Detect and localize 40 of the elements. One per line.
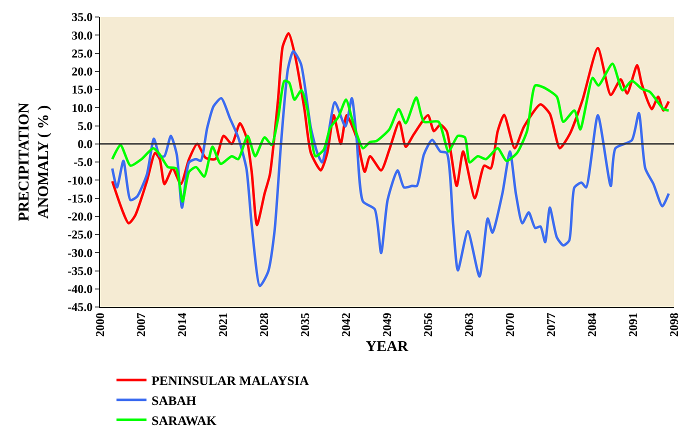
y-tick-label: -25.0: [68, 228, 93, 242]
y-tick-label: 15.0: [72, 82, 93, 97]
x-tick-label: 2098: [666, 312, 681, 337]
x-tick-label: 2014: [174, 312, 189, 337]
y-tick-label: 0.0: [78, 137, 93, 152]
y-tick-label: 10.0: [72, 100, 93, 115]
x-tick-label: 2021: [216, 312, 230, 337]
y-tick-label: 30.0: [72, 28, 93, 42]
legend-label: SARAWAK: [151, 412, 218, 428]
y-axis-title: PRECIPITATION ANOMALY ( % ): [16, 102, 52, 222]
x-tick-label: 2070: [502, 312, 517, 337]
x-tick-label: 2028: [256, 312, 271, 337]
x-tick-label: 2042: [338, 312, 353, 337]
legend-label: SABAH: [151, 392, 196, 408]
y-tick-label: 20.0: [72, 64, 93, 79]
y-tick-label: -35.0: [68, 264, 93, 278]
x-tick-label: 2063: [462, 312, 476, 337]
line-series: [111, 50, 670, 288]
x-tick-label: 2056: [420, 312, 435, 337]
x-tick-label: 2091: [626, 312, 640, 337]
y-tick-label: 5.0: [78, 118, 93, 133]
y-tick-label: 35.0: [72, 10, 93, 24]
y-tick-label: -15.0: [68, 191, 93, 206]
y-tick-label: -30.0: [68, 246, 93, 260]
x-tick-label: 2049: [380, 312, 394, 337]
line-series: [111, 32, 670, 226]
x-tick-label: 2000: [92, 312, 107, 337]
y-tick-label: 25.0: [72, 46, 93, 60]
x-tick-label: 2077: [544, 312, 558, 337]
y-tick-label: -20.0: [68, 210, 93, 224]
y-tick-label: -45.0: [68, 300, 93, 314]
x-tick-label: 2084: [584, 312, 599, 337]
x-tick-label: 2007: [134, 312, 148, 337]
x-tick-label: 2035: [298, 312, 312, 337]
y-tick-label: -5.0: [74, 155, 93, 170]
y-tick-label: -40.0: [68, 282, 93, 296]
legend-label: PENINSULAR MALAYSIA: [151, 373, 310, 388]
line-series: [111, 62, 670, 203]
x-axis-title: YEAR: [366, 338, 408, 355]
y-tick-label: -10.0: [68, 173, 93, 188]
